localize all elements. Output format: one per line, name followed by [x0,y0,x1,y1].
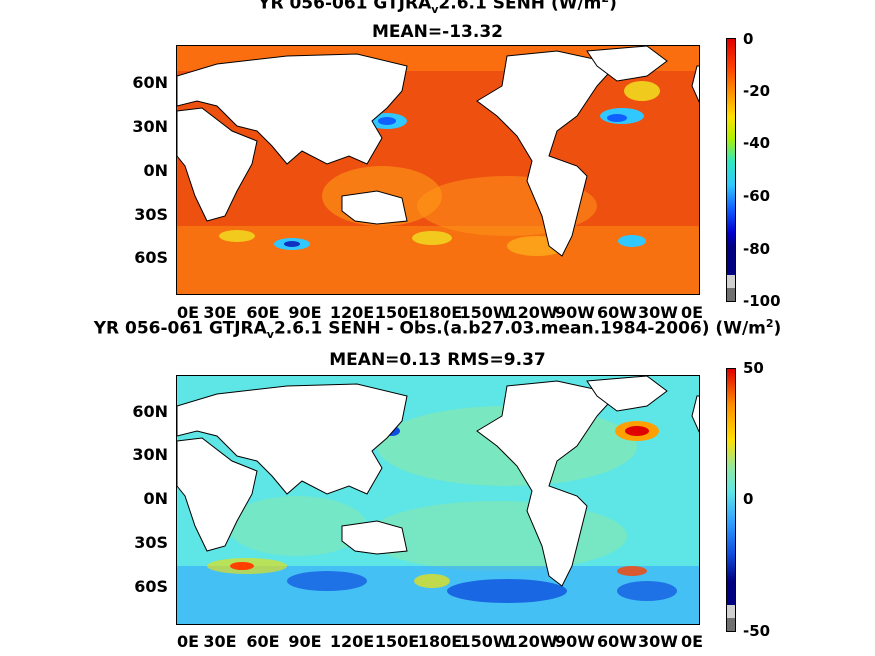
lon-label: 0E [680,303,704,322]
lon-label: 180E [417,632,463,651]
lon-label: 30E [203,632,237,651]
lat-label: 60S [134,577,168,596]
lat-label: 30N [132,445,168,464]
lat-label: 0N [143,489,168,508]
lat-label: 60N [132,402,168,421]
lat-label: 60N [132,73,168,92]
panel-1-subtitle: MEAN=-13.32 [372,22,503,42]
colorbar-1 [726,38,736,302]
colorbar-2 [726,368,736,632]
lon-label: 0E [176,303,200,322]
lon-label: 60E [246,303,280,322]
sensible-heat-flux-difference-map [176,375,700,625]
lon-label: 150E [374,632,420,651]
lon-label: 180E [417,303,463,322]
colorbar-tick: 0 [743,490,754,508]
lon-label: 150E [374,303,420,322]
lon-label: 150W [459,632,511,651]
lon-label: 30E [203,303,237,322]
lat-label: 60S [134,248,168,267]
colorbar-tick: 50 [743,359,764,377]
lon-label: 60W [597,632,637,651]
lat-label: 0N [143,161,168,180]
lon-label: 120W [506,303,558,322]
lon-label: 90E [288,632,322,651]
lon-label: 30W [638,303,678,322]
lon-label: 60E [246,632,280,651]
panel-2-subtitle: MEAN=0.13 RMS=9.37 [329,350,546,370]
lat-label: 30S [134,205,168,224]
colorbar-tick: -50 [743,622,771,640]
colorbar-tick: -20 [743,82,771,100]
lon-label: 90W [555,303,595,322]
lon-label: 60W [597,303,637,322]
lon-label: 90E [288,303,322,322]
panel-2-title: YR 056-061 GTJRAv2.6.1 SENH - Obs.(a.b27… [93,317,782,342]
colorbar-tick: -80 [743,240,771,258]
lon-label: 0E [176,632,200,651]
lon-label: 120W [506,632,558,651]
lon-label: 0E [680,632,704,651]
lon-label: 120E [329,632,375,651]
lon-label: 150W [459,303,511,322]
sensible-heat-flux-map [176,45,700,295]
colorbar-tick: -100 [743,292,781,310]
lon-label: 30W [638,632,678,651]
lat-label: 30S [134,533,168,552]
colorbar-tick: -40 [743,134,771,152]
lon-label: 90W [555,632,595,651]
colorbar-tick: 0 [743,30,754,48]
lon-label: 120E [329,303,375,322]
colorbar-tick: -60 [743,187,771,205]
panel-1-title: YR 056-061 GTJRAv2.6.1 SENH (W/m2) [258,0,617,17]
lat-label: 30N [132,117,168,136]
